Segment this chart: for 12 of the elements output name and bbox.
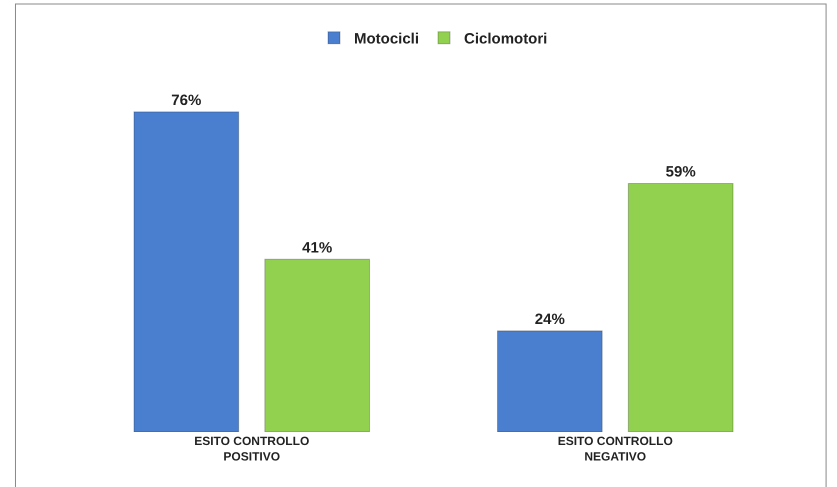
legend-label: Ciclomotori (464, 30, 548, 48)
bar (133, 111, 240, 432)
bar (628, 182, 734, 432)
x-tick-label: ESITO CONTROLLO POSITIVO (194, 434, 310, 464)
data-label: 41% (302, 239, 332, 256)
data-label: 24% (534, 310, 565, 328)
legend-label: Motocicli (354, 30, 420, 48)
data-label: 76% (171, 92, 202, 109)
data-label: 59% (666, 163, 696, 180)
x-tick-label: ESITO CONTROLLO NEGATIVO (558, 434, 673, 464)
bar (264, 258, 370, 432)
bar (496, 330, 603, 432)
